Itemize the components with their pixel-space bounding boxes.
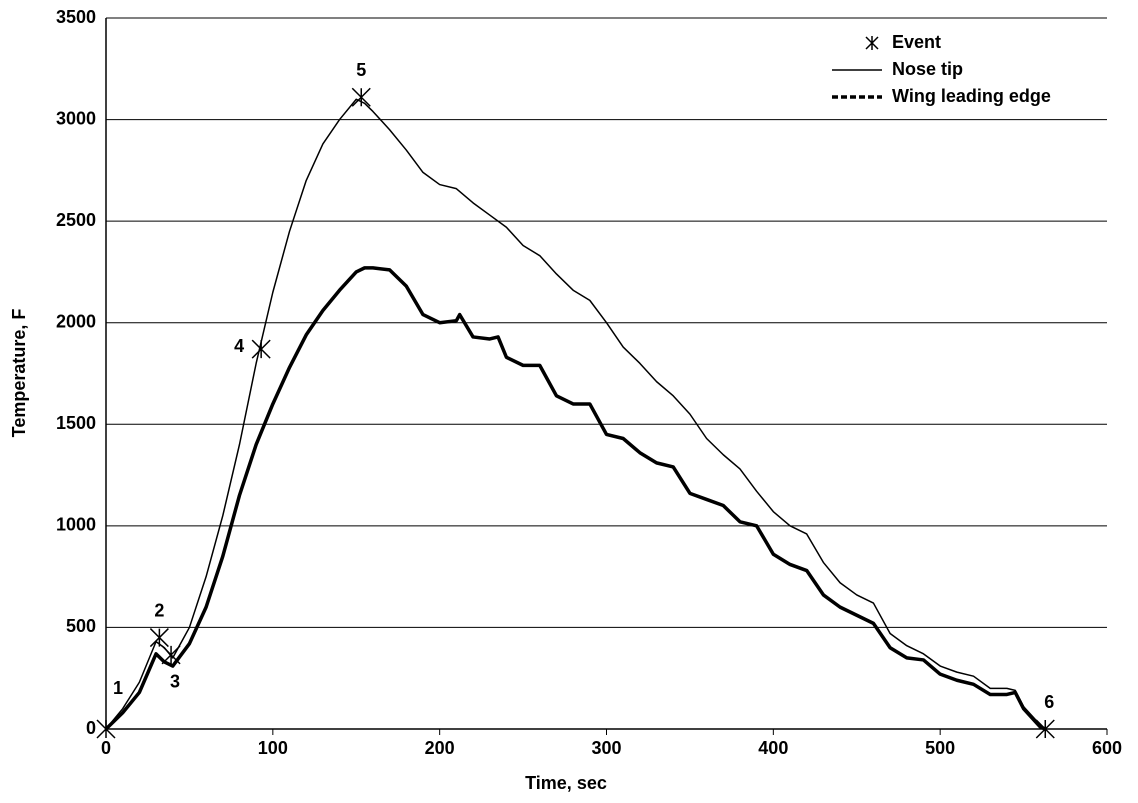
y-tick-label: 2000 xyxy=(56,311,96,331)
legend-marker xyxy=(865,36,879,50)
y-tick-label: 1000 xyxy=(56,515,96,535)
event-label: 2 xyxy=(154,600,164,620)
y-tick-label: 3000 xyxy=(56,108,96,128)
x-tick-label: 0 xyxy=(101,738,111,758)
y-axis-label: Temperature, F xyxy=(9,309,29,438)
y-tick-label: 2500 xyxy=(56,210,96,230)
x-tick-label: 300 xyxy=(591,738,621,758)
legend-label: Wing leading edge xyxy=(892,86,1051,106)
legend-label: Event xyxy=(892,32,941,52)
y-tick-label: 500 xyxy=(66,616,96,636)
y-tick-label: 1500 xyxy=(56,413,96,433)
event-label: 6 xyxy=(1044,692,1054,712)
line-series xyxy=(104,266,1046,731)
x-axis-label: Time, sec xyxy=(525,773,607,793)
event-label: 1 xyxy=(113,678,123,698)
event-marker xyxy=(351,87,371,107)
event-label: 4 xyxy=(234,336,244,356)
event-label: 3 xyxy=(170,672,180,692)
line-series xyxy=(105,98,1046,730)
x-tick-label: 500 xyxy=(925,738,955,758)
x-tick-label: 200 xyxy=(425,738,455,758)
y-tick-label: 0 xyxy=(86,718,96,738)
x-tick-label: 600 xyxy=(1092,738,1122,758)
legend-label: Nose tip xyxy=(892,59,963,79)
y-tick-label: 3500 xyxy=(56,7,96,27)
event-label: 5 xyxy=(356,60,366,80)
x-tick-label: 100 xyxy=(258,738,288,758)
x-tick-label: 400 xyxy=(758,738,788,758)
